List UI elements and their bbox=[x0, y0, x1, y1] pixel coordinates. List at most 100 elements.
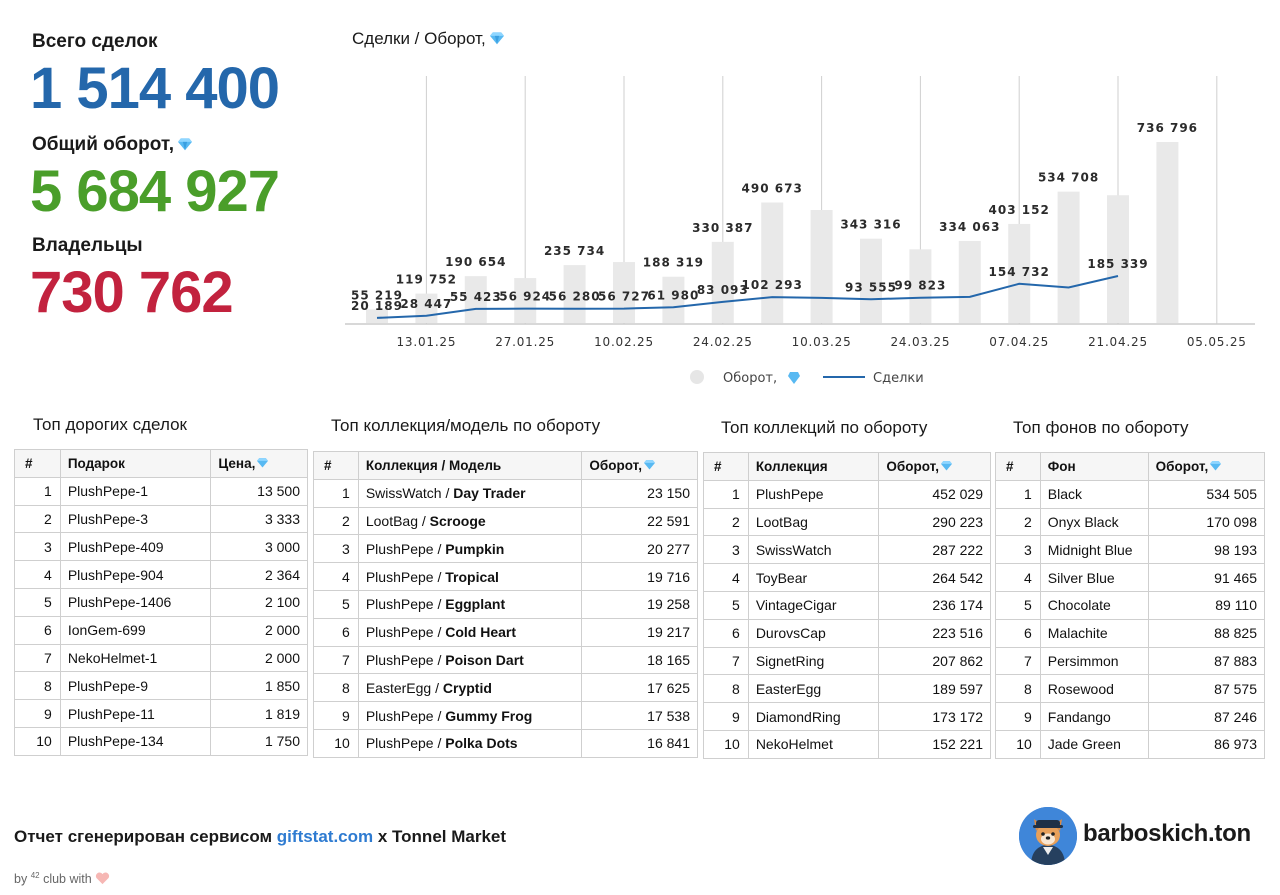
rank-cell: 7 bbox=[703, 646, 749, 676]
turnover-bar bbox=[810, 209, 833, 323]
col-header-rank: # bbox=[995, 452, 1041, 481]
deals-line bbox=[376, 275, 1119, 319]
dog-avatar bbox=[1019, 807, 1077, 865]
rank-cell: 1 bbox=[995, 479, 1041, 509]
report-footer: Отчет сгенерирован сервисом giftstat.com… bbox=[14, 827, 506, 847]
turnover-bar bbox=[366, 309, 388, 323]
name-cell: DiamondRing bbox=[747, 702, 880, 731]
table-row: 10 Jade Green 86 973 bbox=[995, 729, 1266, 759]
owners-label: Владельцы bbox=[32, 235, 143, 256]
model-name: Scrooge bbox=[429, 512, 486, 529]
rank-cell: 2 bbox=[995, 507, 1041, 537]
name-cell: VintageCigar bbox=[747, 590, 880, 620]
name-cell: DurovsCap bbox=[747, 618, 880, 648]
line-value-label: 99 823 bbox=[894, 279, 946, 293]
name-cell: Fandango bbox=[1039, 702, 1149, 731]
collection-name: PlushPepe / bbox=[365, 568, 446, 585]
col-header-turnover: Оборот, bbox=[878, 452, 991, 481]
collection-name: PlushPepe / bbox=[365, 596, 446, 613]
value-cell: 19 258 bbox=[581, 589, 698, 619]
bar-value-label: 119 752 bbox=[396, 273, 457, 287]
collection-name: SwissWatch / bbox=[365, 485, 454, 502]
value-cell: 3 333 bbox=[210, 504, 308, 534]
value-cell: 88 825 bbox=[1147, 618, 1266, 648]
value-cell: 189 597 bbox=[878, 674, 991, 704]
rank-cell: 7 bbox=[313, 645, 359, 675]
legend-line-label: Сделки bbox=[873, 371, 924, 386]
rank-cell: 10 bbox=[14, 726, 61, 756]
collection-name: EasterEgg / bbox=[365, 679, 443, 696]
table-row: 9 DiamondRing 173 172 bbox=[703, 702, 991, 731]
name-cell: PlushPepe / Polka Dots bbox=[357, 728, 583, 758]
name-cell: EasterEgg / Cryptid bbox=[357, 673, 583, 703]
name-cell: SwissWatch / Day Trader bbox=[357, 478, 583, 508]
model-name: Polka Dots bbox=[445, 735, 518, 752]
col-header-gift: Подарок bbox=[59, 449, 212, 478]
name-cell: PlushPepe-904 bbox=[59, 560, 212, 589]
col-header-turnover: Оборот, bbox=[1147, 452, 1266, 481]
value-cell: 207 862 bbox=[878, 646, 991, 676]
name-cell: PlushPepe-1406 bbox=[59, 587, 212, 617]
giftstat-link[interactable]: giftstat.com bbox=[276, 827, 374, 846]
table-row: 7 NekoHelmet-1 2 000 bbox=[14, 643, 308, 673]
brand-name: barboskich.ton bbox=[1083, 820, 1251, 847]
name-cell: PlushPepe-11 bbox=[59, 699, 212, 728]
x-tick-label: 13.01.25 bbox=[396, 335, 456, 349]
rank-cell: 9 bbox=[14, 699, 61, 728]
line-value-label: 55 423 bbox=[450, 290, 502, 304]
table-row: 3 SwissWatch 287 222 bbox=[703, 535, 991, 565]
x-tick-label: 05.05.25 bbox=[1187, 335, 1247, 349]
bar-value-label: 490 673 bbox=[742, 181, 803, 195]
name-cell: NekoHelmet-1 bbox=[59, 643, 212, 673]
footer-suffix: x Tonnel Market bbox=[373, 827, 507, 846]
model-name: Eggplant bbox=[445, 596, 506, 613]
table-row: 2 Onyx Black 170 098 bbox=[995, 507, 1266, 537]
bar-value-label: 190 654 bbox=[445, 255, 506, 269]
table-row: 3 PlushPepe-409 3 000 bbox=[14, 532, 308, 562]
rank-cell: 8 bbox=[14, 671, 61, 701]
turnover-value: 5 684 927 bbox=[30, 159, 280, 224]
diamond-gem-icon bbox=[788, 372, 800, 384]
table-row: 8 EasterEgg / Cryptid 17 625 bbox=[313, 673, 698, 703]
col-header-turnover-text: Оборот, bbox=[1155, 458, 1209, 474]
table-row: 6 PlushPepe / Cold Heart 19 217 bbox=[313, 617, 698, 647]
col-header-collection: Коллекция bbox=[747, 452, 880, 481]
table-row: 8 Rosewood 87 575 bbox=[995, 674, 1266, 704]
top-backdrops-title: Топ фонов по обороту bbox=[1013, 418, 1189, 437]
col-header-turnover-text: Оборот, bbox=[886, 458, 939, 474]
rank-cell: 5 bbox=[995, 590, 1041, 620]
top-backdrops-table: # Фон Оборот, 1 Black 534 505 2 Onyx Black 17… bbox=[995, 452, 1266, 759]
x-tick-label: 07.04.25 bbox=[989, 335, 1049, 349]
diamond-gem-icon bbox=[1210, 460, 1222, 471]
table-row: 5 Chocolate 89 110 bbox=[995, 590, 1266, 620]
table-row: 4 Silver Blue 91 465 bbox=[995, 563, 1266, 592]
rank-cell: 3 bbox=[14, 532, 61, 562]
name-cell: PlushPepe-409 bbox=[59, 532, 212, 562]
rank-cell: 8 bbox=[995, 674, 1041, 704]
owners-value: 730 762 bbox=[30, 260, 234, 325]
name-cell: Chocolate bbox=[1039, 590, 1149, 620]
rank-cell: 6 bbox=[14, 615, 61, 645]
value-cell: 91 465 bbox=[1147, 563, 1266, 592]
x-tick-label: 24.03.25 bbox=[890, 335, 950, 349]
line-value-label: 61 980 bbox=[647, 288, 699, 302]
top-collections-title: Топ коллекций по обороту bbox=[721, 418, 928, 437]
turnover-bar bbox=[761, 202, 784, 323]
name-cell: Rosewood bbox=[1039, 674, 1149, 704]
rank-cell: 9 bbox=[313, 701, 359, 730]
bar-value-label: 534 708 bbox=[1038, 171, 1099, 185]
value-cell: 152 221 bbox=[878, 729, 991, 759]
rank-cell: 8 bbox=[313, 673, 359, 703]
rank-cell: 3 bbox=[995, 535, 1041, 565]
table-row: 9 PlushPepe / Gummy Frog 17 538 bbox=[313, 701, 698, 730]
table-row: 9 PlushPepe-11 1 819 bbox=[14, 699, 308, 728]
value-cell: 534 505 bbox=[1147, 479, 1266, 509]
rank-cell: 7 bbox=[995, 646, 1041, 676]
name-cell: Malachite bbox=[1039, 618, 1149, 648]
table-row: 9 Fandango 87 246 bbox=[995, 702, 1266, 731]
table-row: 3 PlushPepe / Pumpkin 20 277 bbox=[313, 534, 698, 564]
value-cell: 20 277 bbox=[581, 534, 698, 564]
table-row: 8 EasterEgg 189 597 bbox=[703, 674, 991, 704]
rank-cell: 3 bbox=[703, 535, 749, 565]
